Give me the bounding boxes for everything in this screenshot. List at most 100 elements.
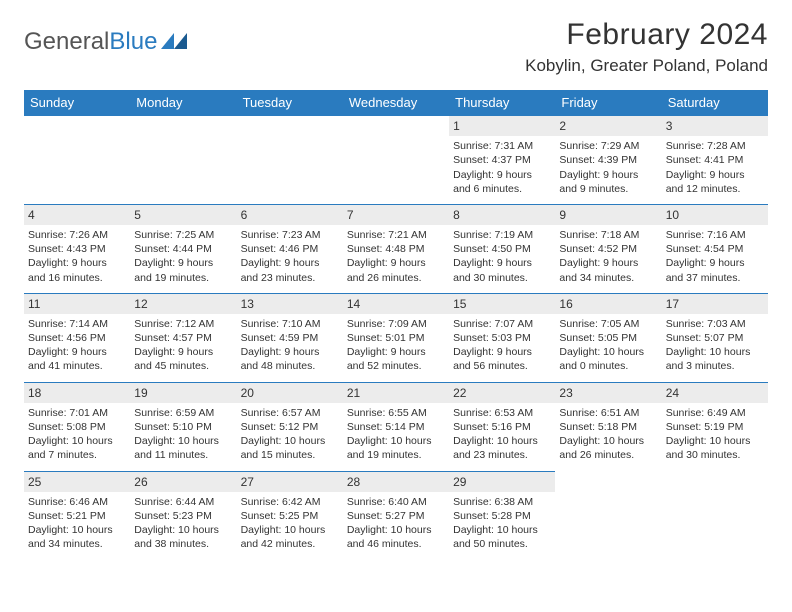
- daylight-line: Daylight: 10 hours and 0 minutes.: [559, 345, 657, 373]
- sunset-line: Sunset: 5:27 PM: [347, 509, 445, 523]
- sunrise-line: Sunrise: 7:07 AM: [453, 317, 551, 331]
- sunset-line: Sunset: 5:14 PM: [347, 420, 445, 434]
- sunset-line: Sunset: 5:01 PM: [347, 331, 445, 345]
- day-number: 7: [343, 205, 449, 225]
- sunrise-line: Sunrise: 7:14 AM: [28, 317, 126, 331]
- daylight-line: Daylight: 9 hours and 30 minutes.: [453, 256, 551, 284]
- sunset-line: Sunset: 4:44 PM: [134, 242, 232, 256]
- day-cell: 15 Sunrise: 7:07 AMSunset: 5:03 PMDayligh…: [449, 293, 555, 382]
- sunset-line: Sunset: 5:18 PM: [559, 420, 657, 434]
- sunset-line: Sunset: 4:46 PM: [241, 242, 339, 256]
- daylight-line: Daylight: 9 hours and 9 minutes.: [559, 168, 657, 196]
- daylight-line: Daylight: 10 hours and 30 minutes.: [666, 434, 764, 462]
- logo: GeneralBlue: [24, 18, 187, 56]
- daylight-line: Daylight: 9 hours and 6 minutes.: [453, 168, 551, 196]
- day-info: Sunrise: 6:42 AMSunset: 5:25 PMDaylight:…: [241, 495, 339, 552]
- sunset-line: Sunset: 4:48 PM: [347, 242, 445, 256]
- sunrise-line: Sunrise: 7:28 AM: [666, 139, 764, 153]
- day-cell: 9Sunrise: 7:18 AMSunset: 4:52 PMDaylight…: [555, 204, 661, 293]
- day-cell: 29Sunrise: 6:38 AMSunset: 5:28 PMDayligh…: [449, 471, 555, 559]
- daylight-line: Daylight: 9 hours and 45 minutes.: [134, 345, 232, 373]
- daylight-line: Daylight: 10 hours and 26 minutes.: [559, 434, 657, 462]
- day-cell: 21Sunrise: 6:55 AMSunset: 5:14 PMDayligh…: [343, 382, 449, 471]
- day-cell: 28Sunrise: 6:40 AMSunset: 5:27 PMDayligh…: [343, 471, 449, 559]
- sunset-line: Sunset: 4:37 PM: [453, 153, 551, 167]
- calendar-body: 1Sunrise: 7:31 AMSunset: 4:37 PMDaylight…: [24, 116, 768, 560]
- header: GeneralBlue February 2024 Kobylin, Great…: [24, 18, 768, 76]
- sunrise-line: Sunrise: 7:09 AM: [347, 317, 445, 331]
- day-number: 22: [449, 383, 555, 403]
- day-header-row: SundayMondayTuesdayWednesdayThursdayFrid…: [24, 90, 768, 116]
- day-cell: 2Sunrise: 7:29 AMSunset: 4:39 PMDaylight…: [555, 116, 661, 205]
- day-cell: 23Sunrise: 6:51 AMSunset: 5:18 PMDayligh…: [555, 382, 661, 471]
- daylight-line: Daylight: 9 hours and 34 minutes.: [559, 256, 657, 284]
- day-cell: 20 Sunrise: 6:57 AMSunset: 5:12 PMDayligh…: [237, 382, 343, 471]
- day-info: Sunrise: 7:29 AMSunset: 4:39 PMDaylight:…: [559, 139, 657, 196]
- day-cell: [130, 116, 236, 205]
- day-cell: 17 Sunrise: 7:03 AMSunset: 5:07 PMDayligh…: [662, 293, 768, 382]
- day-info: Sunrise: 7:25 AMSunset: 4:44 PMDaylight:…: [134, 228, 232, 285]
- daylight-line: Daylight: 10 hours and 3 minutes.: [666, 345, 764, 373]
- day-header: Sunday: [24, 90, 130, 116]
- day-info: Sunrise: 7:31 AMSunset: 4:37 PMDaylight:…: [453, 139, 551, 196]
- day-number: 25: [24, 472, 130, 492]
- sunset-line: Sunset: 5:12 PM: [241, 420, 339, 434]
- sunrise-line: Sunrise: 6:38 AM: [453, 495, 551, 509]
- sunset-line: Sunset: 4:39 PM: [559, 153, 657, 167]
- daylight-line: Daylight: 9 hours and 48 minutes.: [241, 345, 339, 373]
- day-cell: 8Sunrise: 7:19 AMSunset: 4:50 PMDaylight…: [449, 204, 555, 293]
- sunset-line: Sunset: 5:10 PM: [134, 420, 232, 434]
- day-cell: 19Sunrise: 6:59 AMSunset: 5:10 PMDayligh…: [130, 382, 236, 471]
- sunrise-line: Sunrise: 7:01 AM: [28, 406, 126, 420]
- day-cell: 5 Sunrise: 7:25 AMSunset: 4:44 PMDaylight…: [130, 204, 236, 293]
- day-number: 14: [343, 294, 449, 314]
- day-cell: [24, 116, 130, 205]
- daylight-line: Daylight: 9 hours and 52 minutes.: [347, 345, 445, 373]
- sunset-line: Sunset: 5:28 PM: [453, 509, 551, 523]
- daylight-line: Daylight: 10 hours and 19 minutes.: [347, 434, 445, 462]
- daylight-line: Daylight: 9 hours and 16 minutes.: [28, 256, 126, 284]
- sunrise-line: Sunrise: 7:25 AM: [134, 228, 232, 242]
- sunrise-line: Sunrise: 6:55 AM: [347, 406, 445, 420]
- calendar-table: SundayMondayTuesdayWednesdayThursdayFrid…: [24, 90, 768, 559]
- daylight-line: Daylight: 9 hours and 19 minutes.: [134, 256, 232, 284]
- sunrise-line: Sunrise: 7:12 AM: [134, 317, 232, 331]
- day-cell: 16Sunrise: 7:05 AMSunset: 5:05 PMDayligh…: [555, 293, 661, 382]
- day-number: 27: [237, 472, 343, 492]
- day-number: 5: [130, 205, 236, 225]
- day-number: 12: [130, 294, 236, 314]
- day-info: Sunrise: 7:14 AMSunset: 4:56 PMDaylight:…: [28, 317, 126, 374]
- day-cell: 11Sunrise: 7:14 AMSunset: 4:56 PMDayligh…: [24, 293, 130, 382]
- sunset-line: Sunset: 4:59 PM: [241, 331, 339, 345]
- daylight-line: Daylight: 10 hours and 23 minutes.: [453, 434, 551, 462]
- day-number: 15: [449, 294, 555, 314]
- day-number: 16: [555, 294, 661, 314]
- day-number: 23: [555, 383, 661, 403]
- week-row: 4Sunrise: 7:26 AMSunset: 4:43 PMDaylight…: [24, 204, 768, 293]
- day-cell: 4Sunrise: 7:26 AMSunset: 4:43 PMDaylight…: [24, 204, 130, 293]
- day-cell: 24Sunrise: 6:49 AMSunset: 5:19 PMDayligh…: [662, 382, 768, 471]
- title-block: February 2024 Kobylin, Greater Poland, P…: [525, 18, 768, 76]
- daylight-line: Daylight: 9 hours and 23 minutes.: [241, 256, 339, 284]
- sunset-line: Sunset: 5:07 PM: [666, 331, 764, 345]
- day-number: 3: [662, 116, 768, 136]
- day-info: Sunrise: 6:57 AMSunset: 5:12 PMDaylight:…: [241, 406, 339, 463]
- day-info: Sunrise: 7:03 AMSunset: 5:07 PMDaylight:…: [666, 317, 764, 374]
- sunrise-line: Sunrise: 6:44 AM: [134, 495, 232, 509]
- day-number: 8: [449, 205, 555, 225]
- location: Kobylin, Greater Poland, Poland: [525, 56, 768, 76]
- sunset-line: Sunset: 5:16 PM: [453, 420, 551, 434]
- day-number: 4: [24, 205, 130, 225]
- day-cell: 3Sunrise: 7:28 AMSunset: 4:41 PMDaylight…: [662, 116, 768, 205]
- sunrise-line: Sunrise: 6:40 AM: [347, 495, 445, 509]
- day-header: Monday: [130, 90, 236, 116]
- day-cell: 6Sunrise: 7:23 AMSunset: 4:46 PMDaylight…: [237, 204, 343, 293]
- day-info: Sunrise: 6:46 AMSunset: 5:21 PMDaylight:…: [28, 495, 126, 552]
- week-row: 25 Sunrise: 6:46 AMSunset: 5:21 PMDayligh…: [24, 471, 768, 559]
- day-header: Wednesday: [343, 90, 449, 116]
- day-number: 17: [662, 294, 768, 314]
- day-info: Sunrise: 7:07 AMSunset: 5:03 PMDaylight:…: [453, 317, 551, 374]
- day-number: 20: [237, 383, 343, 403]
- sunrise-line: Sunrise: 7:16 AM: [666, 228, 764, 242]
- day-cell: 13Sunrise: 7:10 AMSunset: 4:59 PMDayligh…: [237, 293, 343, 382]
